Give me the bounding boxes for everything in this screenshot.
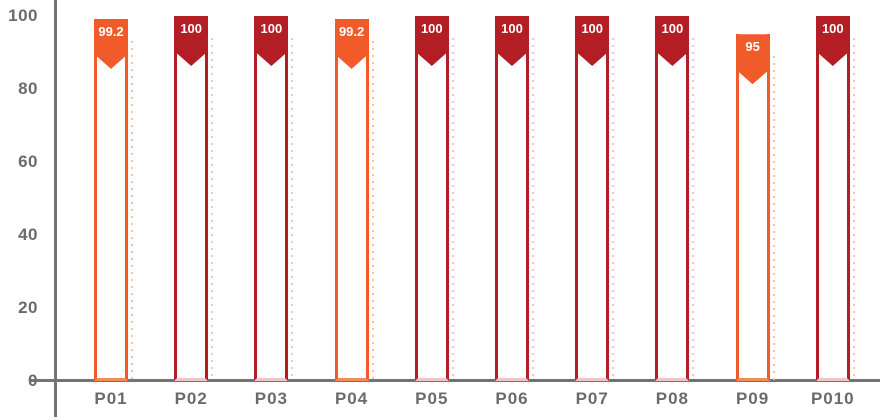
bar-P04: 99.2: [334, 18, 374, 381]
bar-P010: 100: [815, 16, 855, 381]
x-axis-label-P01: P01: [94, 389, 128, 408]
bar-dashed-shadow: [612, 38, 615, 381]
bar-value-flag: 100: [254, 16, 289, 66]
bar-P03: 100: [254, 16, 294, 381]
bar-dashed-shadow: [451, 38, 454, 381]
x-axis-label-P07: P07: [575, 389, 609, 408]
bar-dashed-shadow: [852, 38, 855, 381]
bar-value-label: 100: [821, 21, 844, 36]
bar-value-label: 100: [420, 21, 443, 36]
bar-value-flag: 99.2: [94, 18, 128, 69]
bar-P07: 100: [575, 16, 615, 381]
y-axis-tick-label: 80: [18, 79, 38, 98]
y-axis-tick-label: 60: [18, 152, 38, 171]
y-axis-tick-label: 0: [28, 371, 38, 390]
bar-value-label: 100: [501, 21, 523, 36]
bar-dashed-shadow: [692, 38, 695, 381]
bar-value-label: 95: [745, 39, 760, 55]
x-axis-line: [30, 379, 880, 382]
bar-value-label: 100: [581, 21, 604, 36]
x-axis-label-P09: P09: [735, 389, 770, 408]
bar-value-label: 100: [661, 21, 684, 36]
x-axis-label-P02: P02: [174, 389, 208, 408]
bar-dashed-shadow: [772, 56, 775, 381]
bar-value-label: 100: [260, 21, 283, 36]
bar-value-label: 99.2: [98, 23, 124, 39]
bar-value-label: 100: [180, 21, 203, 36]
y-axis-line: [54, 0, 57, 417]
y-axis-tick-label: 100: [8, 6, 38, 25]
bar-P01: 99.2: [94, 18, 133, 381]
bar-value-flag: 100: [815, 16, 850, 66]
bar-value-label: 99.2: [338, 23, 365, 39]
bar-dashed-shadow: [131, 40, 133, 381]
y-axis-tick-label: 20: [18, 298, 38, 317]
bar-P09: 95: [735, 34, 775, 381]
bar-P05: 100: [414, 16, 454, 381]
x-axis-label-P03: P03: [254, 389, 289, 408]
x-axis-label-P010: P010: [810, 389, 855, 408]
x-axis-label-P05: P05: [415, 389, 449, 408]
bar-P02: 100: [174, 16, 214, 381]
bar-value-flag: 99.2: [334, 18, 369, 69]
bar-dashed-shadow: [532, 38, 534, 381]
bar-value-flag: 100: [174, 16, 209, 66]
bar-value-flag: 95: [735, 34, 770, 85]
x-axis-label-P06: P06: [495, 389, 529, 408]
bar-value-flag: 100: [575, 16, 610, 66]
bar-P08: 100: [655, 16, 695, 381]
bar-dashed-shadow: [211, 38, 214, 381]
x-axis-label-P08: P08: [655, 389, 690, 408]
bar-dashed-shadow: [371, 40, 374, 381]
bar-value-flag: 100: [495, 16, 529, 66]
x-axis-label-P04: P04: [334, 389, 369, 408]
bar-value-flag: 100: [655, 16, 690, 66]
bar-P06: 100: [495, 16, 534, 381]
bar-dashed-shadow: [291, 38, 294, 381]
y-axis-tick-label: 40: [18, 225, 38, 244]
bar-value-flag: 100: [414, 16, 449, 66]
